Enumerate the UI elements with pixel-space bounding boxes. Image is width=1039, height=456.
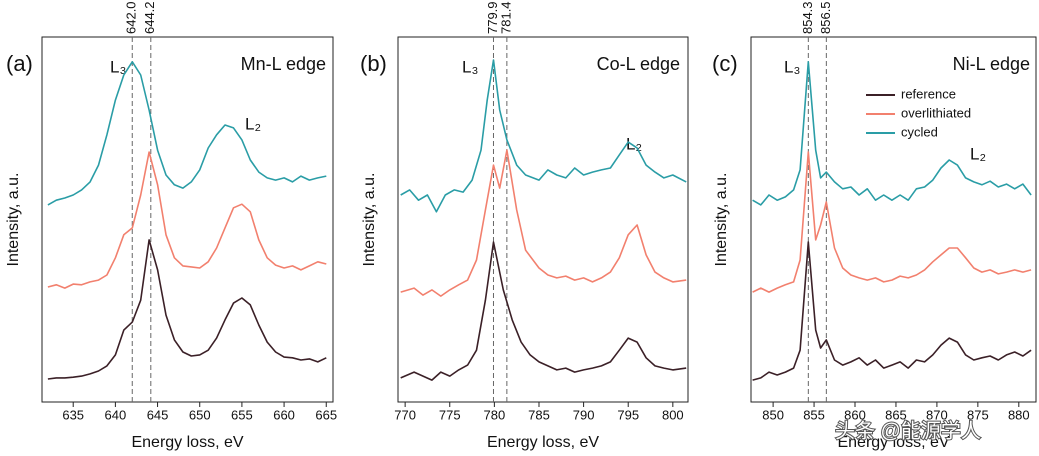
spectrum-line (47, 151, 327, 289)
peak-label: L₂ (626, 134, 642, 153)
marker-label: 779.9 (485, 1, 500, 34)
edge-label: Co-L edge (597, 54, 680, 74)
marker-label: 854.3 (800, 1, 815, 34)
marker-label: 781.4 (498, 1, 513, 34)
spectrum-line (47, 239, 327, 380)
panel-label: (c) (712, 51, 738, 76)
x-tick-label: 645 (147, 407, 169, 422)
x-tick-label: 665 (315, 407, 337, 422)
x-tick-label: 790 (573, 407, 595, 422)
y-axis-label: Intensity, a.u. (713, 173, 730, 267)
x-tick-label: 865 (885, 407, 907, 422)
x-tick-label: 800 (662, 407, 684, 422)
legend-label: overlithiated (901, 105, 971, 120)
x-tick-label: 655 (231, 407, 253, 422)
marker-label: 642.0 (124, 1, 139, 34)
x-tick-label: 880 (1008, 407, 1030, 422)
peak-label: L₃ (110, 57, 126, 76)
x-tick-label: 850 (762, 407, 784, 422)
peak-label: L₂ (970, 144, 986, 163)
x-tick-label: 795 (617, 407, 639, 422)
x-tick-label: 770 (394, 407, 416, 422)
spectrum-line (400, 149, 687, 297)
x-tick-label: 870 (926, 407, 948, 422)
x-tick-label: 860 (844, 407, 866, 422)
x-tick-label: 635 (62, 407, 84, 422)
plot-frame (750, 36, 1037, 403)
panel-label: (b) (360, 51, 387, 76)
spectrum-line (752, 151, 1032, 293)
y-axis-label: Intensity, a.u. (5, 173, 22, 267)
x-tick-label: 785 (528, 407, 550, 422)
x-axis-label: Energy loss, eV (487, 434, 599, 451)
x-axis-label: Energy loss, eV (837, 434, 949, 451)
legend-label: cycled (901, 124, 938, 139)
x-tick-label: 660 (273, 407, 295, 422)
x-tick-label: 640 (105, 407, 127, 422)
peak-label: L₃ (784, 57, 800, 76)
edge-label: Mn-L edge (241, 54, 326, 74)
x-tick-label: 775 (439, 407, 461, 422)
spectrum-line (752, 61, 1032, 206)
x-tick-label: 875 (967, 407, 989, 422)
spectrum-line (47, 61, 327, 206)
x-tick-label: 780 (484, 407, 506, 422)
watermark: 头条 @能源学人 (835, 419, 981, 442)
panel-label: (a) (6, 51, 33, 76)
legend-label: reference (901, 86, 956, 101)
spectrum-line (752, 241, 1032, 381)
spectrum-line (400, 59, 687, 213)
x-tick-label: 855 (803, 407, 825, 422)
edge-label: Ni-L edge (953, 54, 1030, 74)
peak-label: L₂ (245, 114, 261, 133)
marker-label: 856.5 (818, 1, 833, 34)
marker-label: 644.2 (142, 1, 157, 34)
plot-frame (41, 36, 334, 403)
x-tick-label: 650 (189, 407, 211, 422)
spectrum-line (400, 241, 687, 381)
plot-frame (397, 36, 689, 403)
x-axis-label: Energy loss, eV (131, 434, 243, 451)
y-axis-label: Intensity, a.u. (361, 173, 378, 267)
peak-label: L₃ (462, 57, 478, 76)
